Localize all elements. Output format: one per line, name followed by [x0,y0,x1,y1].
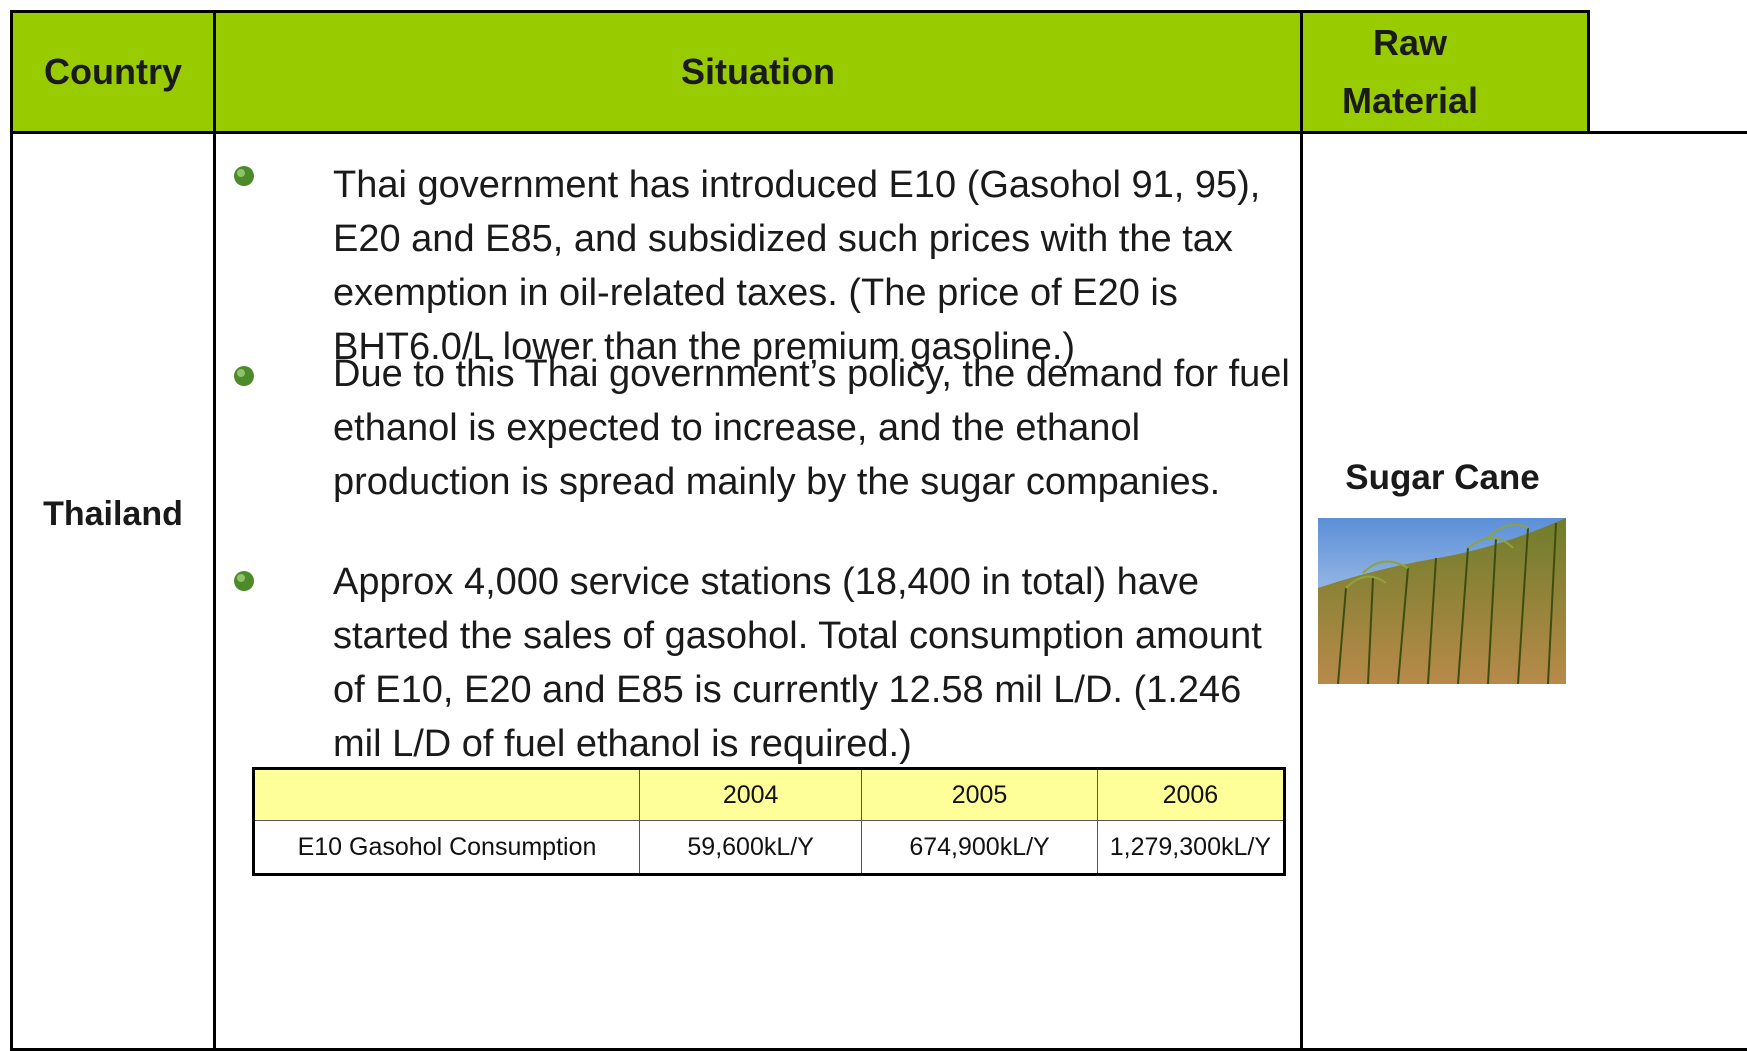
header-situation: Situation [213,10,1303,134]
value: 59,600kL/Y [638,820,863,875]
bullet-icon [234,366,254,386]
sugar-cane-photo [1318,518,1566,684]
consumption-table: 2004 2005 2006 E10 Gasohol Consumption 5… [252,767,1286,876]
consumption-header-row: 2004 2005 2006 [253,768,1286,821]
consumption-row: E10 Gasohol Consumption 59,600kL/Y 674,9… [253,820,1286,875]
country: Thailand [43,495,183,533]
bullet-icon [234,571,254,591]
value: 674,900kL/Y [861,820,1098,875]
empty-cell [253,768,640,821]
header-raw-material-text: Raw Material [1341,22,1479,121]
bullet-icon [234,166,254,186]
value: 1,279,300kL/Y [1096,820,1286,875]
raw-material: Sugar Cane [1345,458,1540,497]
situation-bullet: Approx 4,000 service stations (18,400 in… [333,561,1262,765]
year: 2004 [638,768,863,821]
header-country: Country [10,10,216,134]
country-cell [10,131,216,1051]
row-label: E10 Gasohol Consumption [253,820,640,875]
situation-bullet: Due to this Thai government’s policy, th… [333,353,1290,503]
header-raw-material: Raw Material [1300,10,1590,134]
year: 2005 [861,768,1098,821]
year: 2006 [1096,768,1286,821]
situation-bullet: Thai government has introduced E10 (Gaso… [333,164,1261,368]
